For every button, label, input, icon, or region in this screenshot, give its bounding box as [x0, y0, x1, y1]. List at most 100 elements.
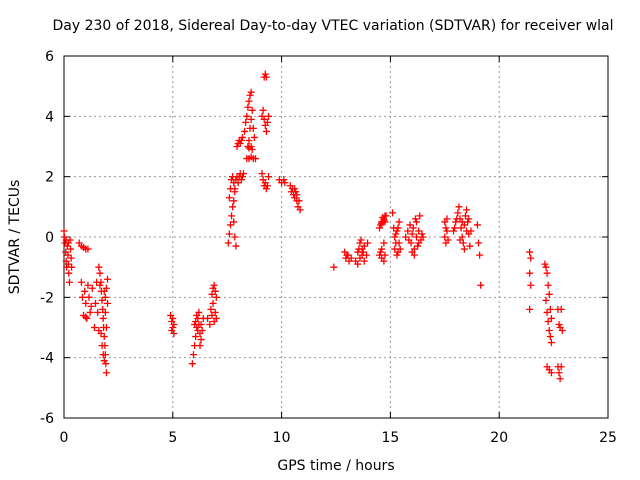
data-point	[393, 251, 401, 259]
data-point	[459, 239, 467, 247]
data-point	[100, 287, 108, 295]
data-point	[344, 251, 352, 259]
data-point	[170, 320, 178, 328]
data-point	[68, 263, 76, 271]
data-point	[544, 281, 552, 289]
data-point	[411, 215, 419, 223]
data-point	[293, 191, 301, 199]
data-point	[442, 239, 450, 247]
data-point	[402, 233, 410, 241]
data-point	[211, 287, 219, 295]
data-point	[208, 290, 216, 298]
data-point	[408, 230, 416, 238]
data-point	[262, 185, 270, 193]
data-point	[463, 227, 471, 235]
data-point	[169, 314, 177, 322]
data-point	[212, 314, 220, 322]
data-point	[555, 320, 563, 328]
data-point	[414, 242, 422, 250]
data-point	[526, 305, 534, 313]
data-point	[542, 263, 550, 271]
data-point	[168, 327, 176, 335]
data-point	[356, 239, 364, 247]
data-point	[231, 233, 239, 241]
data-point	[230, 197, 238, 205]
data-point	[291, 185, 299, 193]
y-tick-label: -2	[40, 290, 54, 306]
data-point	[442, 224, 450, 232]
data-point	[210, 281, 218, 289]
data-point	[232, 242, 240, 250]
data-point	[197, 320, 205, 328]
data-point	[259, 106, 267, 114]
data-point	[63, 242, 71, 250]
data-point	[237, 176, 245, 184]
data-point	[381, 218, 389, 226]
data-point	[101, 293, 109, 301]
x-tick-label: 0	[60, 430, 69, 446]
data-point	[189, 351, 197, 359]
data-point	[359, 248, 367, 256]
data-point	[191, 320, 199, 328]
data-point	[547, 314, 555, 322]
data-point	[545, 290, 553, 298]
data-point	[241, 127, 249, 135]
data-point	[258, 170, 266, 178]
data-point	[224, 239, 232, 247]
data-point	[244, 103, 252, 111]
y-axis-label: SDTVAR / TECUs	[7, 180, 23, 295]
data-point	[545, 327, 553, 335]
data-point	[376, 224, 384, 232]
data-point	[197, 336, 205, 344]
data-point	[246, 91, 254, 99]
data-point	[395, 218, 403, 226]
data-point	[208, 311, 216, 319]
data-point	[247, 88, 255, 96]
data-point	[102, 369, 110, 377]
data-point	[396, 245, 404, 253]
data-point	[99, 314, 107, 322]
data-point	[380, 239, 388, 247]
data-point	[441, 218, 449, 226]
data-point	[243, 112, 251, 120]
data-point	[547, 369, 555, 377]
data-point	[392, 239, 400, 247]
data-point	[452, 218, 460, 226]
data-point	[169, 324, 177, 331]
data-point	[389, 209, 397, 217]
data-point	[248, 106, 256, 114]
data-point	[261, 70, 269, 78]
data-point	[245, 97, 253, 105]
data-point	[263, 118, 271, 126]
data-point	[451, 224, 459, 232]
data-point	[413, 218, 421, 226]
data-point	[355, 245, 363, 253]
data-point	[557, 363, 565, 371]
x-tick-label: 25	[599, 430, 617, 446]
data-point	[546, 333, 554, 341]
data-point	[379, 213, 387, 221]
y-tick-label: 4	[45, 109, 54, 125]
data-point	[543, 308, 551, 316]
data-point	[409, 224, 417, 232]
data-point	[382, 212, 390, 220]
data-point	[454, 209, 462, 217]
data-point	[104, 299, 112, 307]
data-point	[86, 308, 94, 316]
data-point	[415, 227, 423, 235]
data-point	[84, 281, 92, 289]
data-point	[450, 227, 458, 235]
data-point	[418, 230, 426, 238]
data-point	[362, 251, 370, 259]
data-point	[204, 314, 212, 322]
x-tick-label: 20	[490, 430, 508, 446]
data-point	[196, 342, 204, 350]
y-axis: -6 -4 -2 0 2 4 6	[40, 49, 608, 427]
y-tick-label: 2	[45, 170, 54, 186]
data-point	[263, 182, 271, 190]
data-point	[78, 293, 86, 301]
data-point	[410, 251, 418, 259]
data-point	[229, 203, 237, 211]
data-point	[457, 224, 465, 232]
